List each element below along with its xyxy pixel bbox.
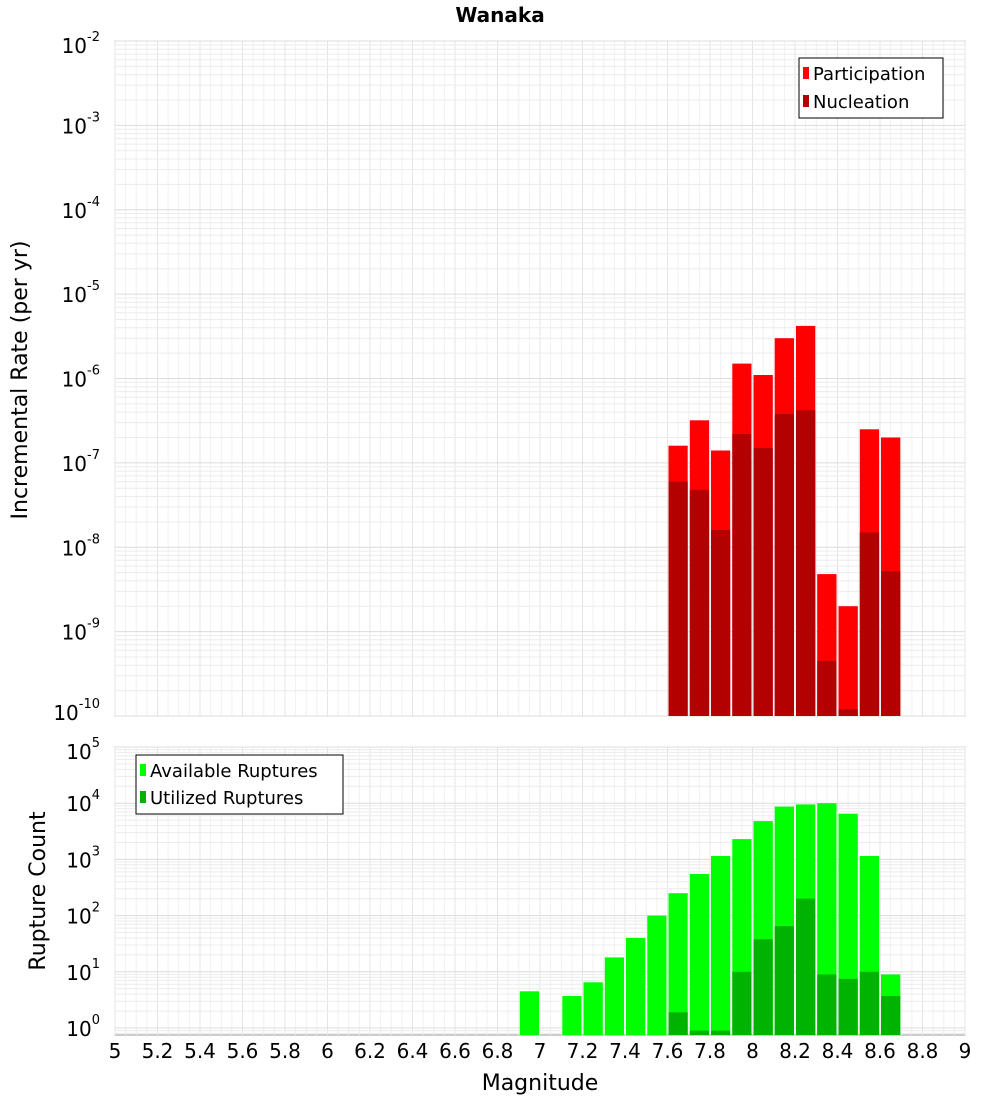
x-tick-label: 7.6	[652, 1039, 684, 1063]
count-bar-utilized-ruptures	[774, 926, 794, 1035]
rate-bars	[668, 325, 901, 716]
count-bar-available-ruptures	[519, 991, 540, 1035]
x-tick-label: 8	[746, 1039, 759, 1063]
x-tick-label: 7.4	[609, 1039, 641, 1063]
count-y-tick-label: 103	[66, 844, 100, 872]
count-y-tick-label: 101	[66, 957, 100, 985]
available-legend-swatch	[140, 764, 146, 776]
rate-y-tick-label: 10-4	[62, 195, 100, 223]
count-bar-utilized-ruptures	[732, 971, 752, 1035]
rate-y-tick-label: 10-7	[62, 448, 100, 476]
x-tick-labels: 5 5.2 5.4 5.6 5.8 6 6.2 6.4 6.6 6.8 7 7.2 7.4 7.6 7.8 8…	[109, 1039, 972, 1063]
participation-legend-label: Participation	[813, 64, 925, 85]
rate-bar-nucleation	[881, 571, 901, 716]
count-panel: 105 104 103 102 101 100 Rupture Count Availab…	[26, 736, 966, 1041]
rate-bar-nucleation	[838, 709, 858, 716]
count-bar-utilized-ruptures	[753, 939, 773, 1035]
count-bar-utilized-ruptures	[881, 996, 901, 1035]
x-tick-label: 6.8	[482, 1039, 514, 1063]
x-tick-label: 7.2	[567, 1039, 599, 1063]
x-tick-label: 8.4	[822, 1039, 854, 1063]
x-tick-label: 6.2	[354, 1039, 386, 1063]
count-bar-utilized-ruptures	[838, 978, 858, 1035]
count-legend-box	[135, 754, 344, 815]
x-tick-label: 8.6	[864, 1039, 896, 1063]
rate-bar-nucleation	[753, 448, 773, 716]
rate-panel: 10-2 10-3 10-4 10-5 10-6 10-7 10-8 10-9 10-10 In…	[8, 30, 966, 725]
count-y-tick-label: 105	[66, 736, 100, 764]
count-y-ticks: 105 104 103 102 101 100	[66, 736, 100, 1041]
rate-bar-nucleation	[796, 410, 816, 716]
x-tick-label: 7.8	[694, 1039, 726, 1063]
count-bar-available-ruptures	[604, 957, 624, 1035]
rate-bar-participation	[838, 606, 858, 716]
available-legend-label: Available Ruptures	[150, 761, 318, 782]
x-tick-label: 5.6	[227, 1039, 259, 1063]
x-axis-title: Magnitude	[482, 1071, 599, 1096]
x-tick-label: 8.8	[907, 1039, 939, 1063]
rate-y-axis-title: Incremental Rate (per yr)	[8, 241, 33, 520]
count-y-tick-label: 100	[66, 1013, 100, 1041]
count-bar-utilized-ruptures	[689, 1030, 710, 1035]
count-bar-utilized-ruptures	[817, 974, 837, 1035]
x-tick-label: 8.2	[779, 1039, 811, 1063]
rate-bar-nucleation	[859, 532, 880, 716]
count-bar-utilized-ruptures	[711, 1030, 731, 1035]
x-tick-label: 7	[534, 1039, 547, 1063]
count-y-axis-title: Rupture Count	[26, 811, 51, 971]
nucleation-legend-label: Nucleation	[813, 92, 909, 113]
rate-bar-nucleation	[732, 434, 752, 716]
count-legend: Available Ruptures Utilized Ruptures	[135, 754, 344, 815]
rate-legend-box	[798, 57, 944, 119]
x-tick-label: 6	[321, 1039, 334, 1063]
count-bars	[519, 803, 901, 1035]
count-bar-utilized-ruptures	[859, 971, 880, 1035]
x-tick-label: 9	[959, 1039, 972, 1063]
rate-y-tick-label: 10-5	[62, 279, 100, 307]
rate-y-tick-label: 10-6	[62, 364, 100, 392]
rate-grid	[114, 40, 966, 717]
utilized-legend-swatch	[140, 791, 146, 803]
rate-bar-nucleation	[668, 481, 688, 716]
rate-y-tick-label: 10-3	[62, 110, 100, 138]
count-bar-available-ruptures	[562, 996, 582, 1035]
x-tick-label: 5.8	[269, 1039, 301, 1063]
rate-y-ticks: 10-2 10-3 10-4 10-5 10-6 10-7 10-8 10-9 10-10	[53, 30, 100, 725]
rate-y-tick-label: 10-10	[53, 697, 100, 725]
count-y-tick-label: 104	[66, 788, 100, 816]
rate-y-tick-label: 10-2	[62, 30, 100, 58]
participation-legend-swatch	[803, 67, 809, 79]
count-bar-available-ruptures	[668, 893, 688, 1035]
rate-bar-nucleation	[774, 414, 794, 716]
count-y-tick-label: 102	[66, 901, 100, 929]
count-bar-utilized-ruptures	[668, 1012, 688, 1035]
count-bar-available-ruptures	[647, 915, 667, 1035]
utilized-legend-label: Utilized Ruptures	[150, 788, 303, 809]
rate-bar-nucleation	[711, 530, 731, 716]
x-tick-label: 6.4	[397, 1039, 429, 1063]
x-tick-label: 5.4	[184, 1039, 216, 1063]
count-bar-utilized-ruptures	[796, 898, 816, 1035]
x-tick-label: 5	[109, 1039, 122, 1063]
count-bar-available-ruptures	[626, 937, 646, 1035]
rate-y-tick-label: 10-9	[62, 617, 100, 645]
rate-y-tick-label: 10-8	[62, 532, 100, 560]
count-bar-available-ruptures	[583, 982, 603, 1035]
rate-legend: Participation Nucleation	[798, 57, 944, 119]
rate-bar-nucleation	[817, 660, 837, 716]
rate-bar-nucleation	[689, 489, 710, 716]
count-bar-available-ruptures	[689, 874, 710, 1035]
chart-title: Wanaka	[455, 3, 544, 27]
count-bar-available-ruptures	[711, 856, 731, 1035]
x-tick-label: 6.6	[439, 1039, 471, 1063]
nucleation-legend-swatch	[803, 95, 809, 107]
x-tick-label: 5.2	[142, 1039, 174, 1063]
